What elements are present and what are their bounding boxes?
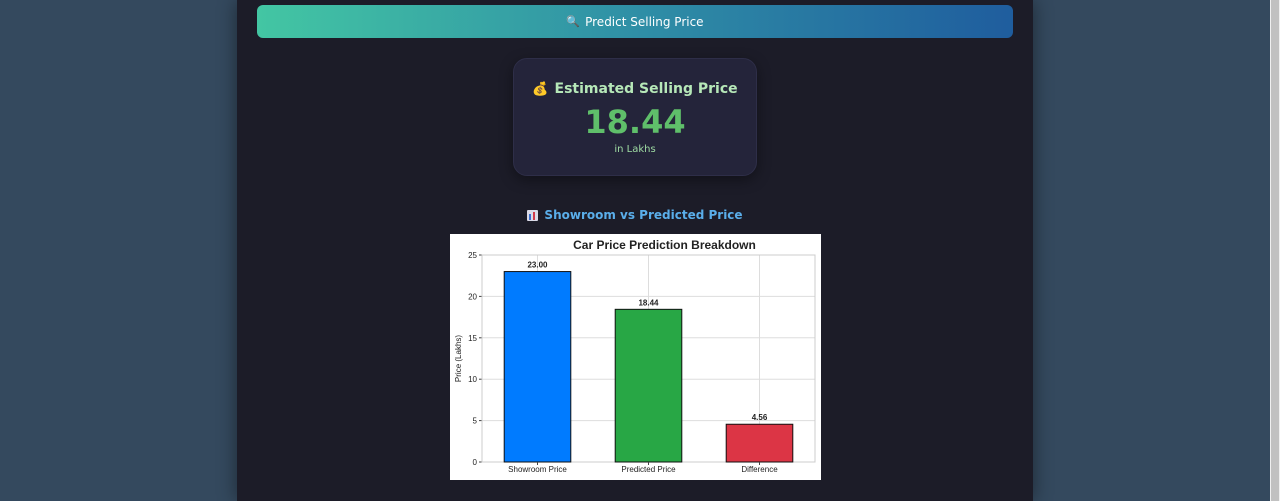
bar-difference <box>725 423 794 463</box>
bar-predicted-price <box>614 308 683 463</box>
result-title: 💰 Estimated Selling Price <box>514 81 756 97</box>
y-tick-label: 20 <box>468 292 477 301</box>
x-tick-label: Showroom Price <box>508 465 567 474</box>
chart-section-title: Showroom vs Predicted Price <box>237 208 1033 222</box>
y-tick-label: 25 <box>468 251 477 260</box>
y-tick-label: 10 <box>468 375 477 384</box>
y-tick-label: 15 <box>468 334 477 343</box>
bar-value-label: 18.44 <box>638 298 659 307</box>
predict-button-label: Predict Selling Price <box>585 14 704 29</box>
result-value: 18.44 <box>584 103 686 141</box>
price-chart-svg: Car Price Prediction Breakdown 0 5 10 15 20 25… <box>454 238 816 474</box>
scrollbar[interactable] <box>1270 0 1280 501</box>
price-chart: Car Price Prediction Breakdown 0 5 10 15 20 25… <box>450 234 821 480</box>
money-bag-icon: 💰 <box>532 81 549 97</box>
x-tick-label: Predicted Price <box>621 465 676 474</box>
result-unit: in Lakhs <box>614 144 656 155</box>
y-tick-label: 5 <box>473 417 478 426</box>
scrollbar-thumb[interactable] <box>1271 0 1279 501</box>
result-card: 💰 Estimated Selling Price 18.44 in Lakhs <box>513 58 757 176</box>
magnifier-icon: 🔍 <box>566 15 581 28</box>
predict-selling-price-button[interactable]: 🔍 Predict Selling Price <box>257 5 1013 38</box>
y-tick-label: 0 <box>473 458 478 467</box>
bar-value-label: 23.00 <box>527 261 548 270</box>
main-panel: 🔍 Predict Selling Price 💰 Estimated Sell… <box>237 0 1033 501</box>
bar-showroom-price <box>503 271 572 463</box>
bar-value-label: 4.56 <box>752 413 768 422</box>
y-axis-label: Price (Lakhs) <box>454 335 463 382</box>
result-title-text: Estimated Selling Price <box>554 81 738 97</box>
chart-title: Car Price Prediction Breakdown <box>573 238 756 252</box>
chart-section-title-text: Showroom vs Predicted Price <box>544 208 743 222</box>
bar-chart-icon <box>527 209 539 221</box>
x-tick-label: Difference <box>741 465 778 474</box>
